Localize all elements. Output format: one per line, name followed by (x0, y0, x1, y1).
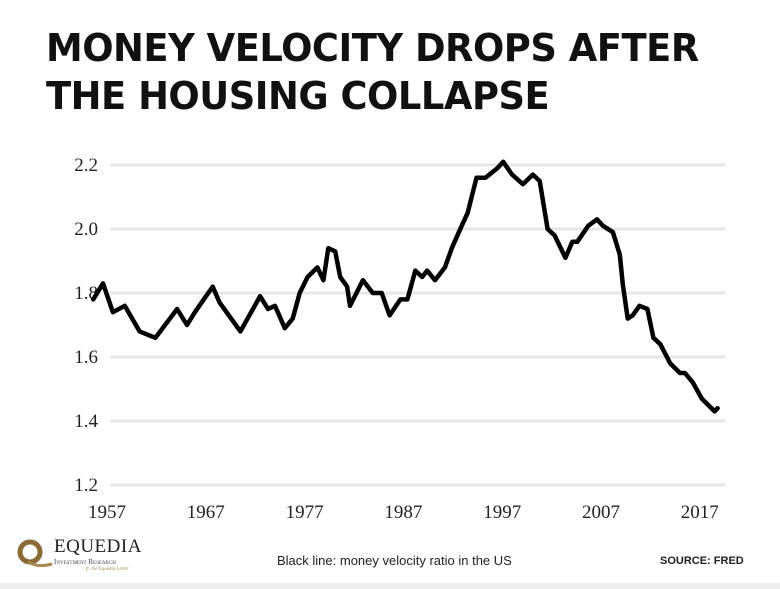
x-tick-label: 1957 (88, 502, 126, 523)
x-tick-label: 1967 (187, 502, 225, 523)
chart-title: MONEY VELOCITY DROPS AFTER THE HOUSING C… (46, 26, 699, 118)
logo-mark-icon (17, 539, 53, 568)
caption: Black line: money velocity ratio in the … (277, 553, 512, 568)
equedia-logo: EQUEDIA Investment Research ft. the Eque… (14, 536, 144, 574)
logo-name: EQUEDIA (54, 536, 142, 557)
x-tick-label: 2007 (582, 502, 620, 523)
x-tick-label: 2017 (681, 502, 719, 523)
x-tick-label: 1987 (384, 502, 422, 523)
y-tick-label: 1.6 (74, 347, 98, 368)
logo-tagline: ft. the Equedia Letter (86, 567, 129, 572)
bottom-divider (0, 583, 780, 589)
y-tick-label: 1.4 (74, 411, 98, 432)
y-tick-label: 2.2 (74, 155, 98, 176)
y-tick-label: 1.2 (74, 475, 98, 496)
source-label: SOURCE: FRED (660, 555, 744, 567)
velocity-line (90, 159, 720, 414)
logo-subtitle: Investment Research (54, 558, 116, 566)
x-tick-label: 1997 (483, 502, 521, 523)
y-tick-label: 2.0 (74, 219, 98, 240)
x-tick-label: 1977 (286, 502, 324, 523)
